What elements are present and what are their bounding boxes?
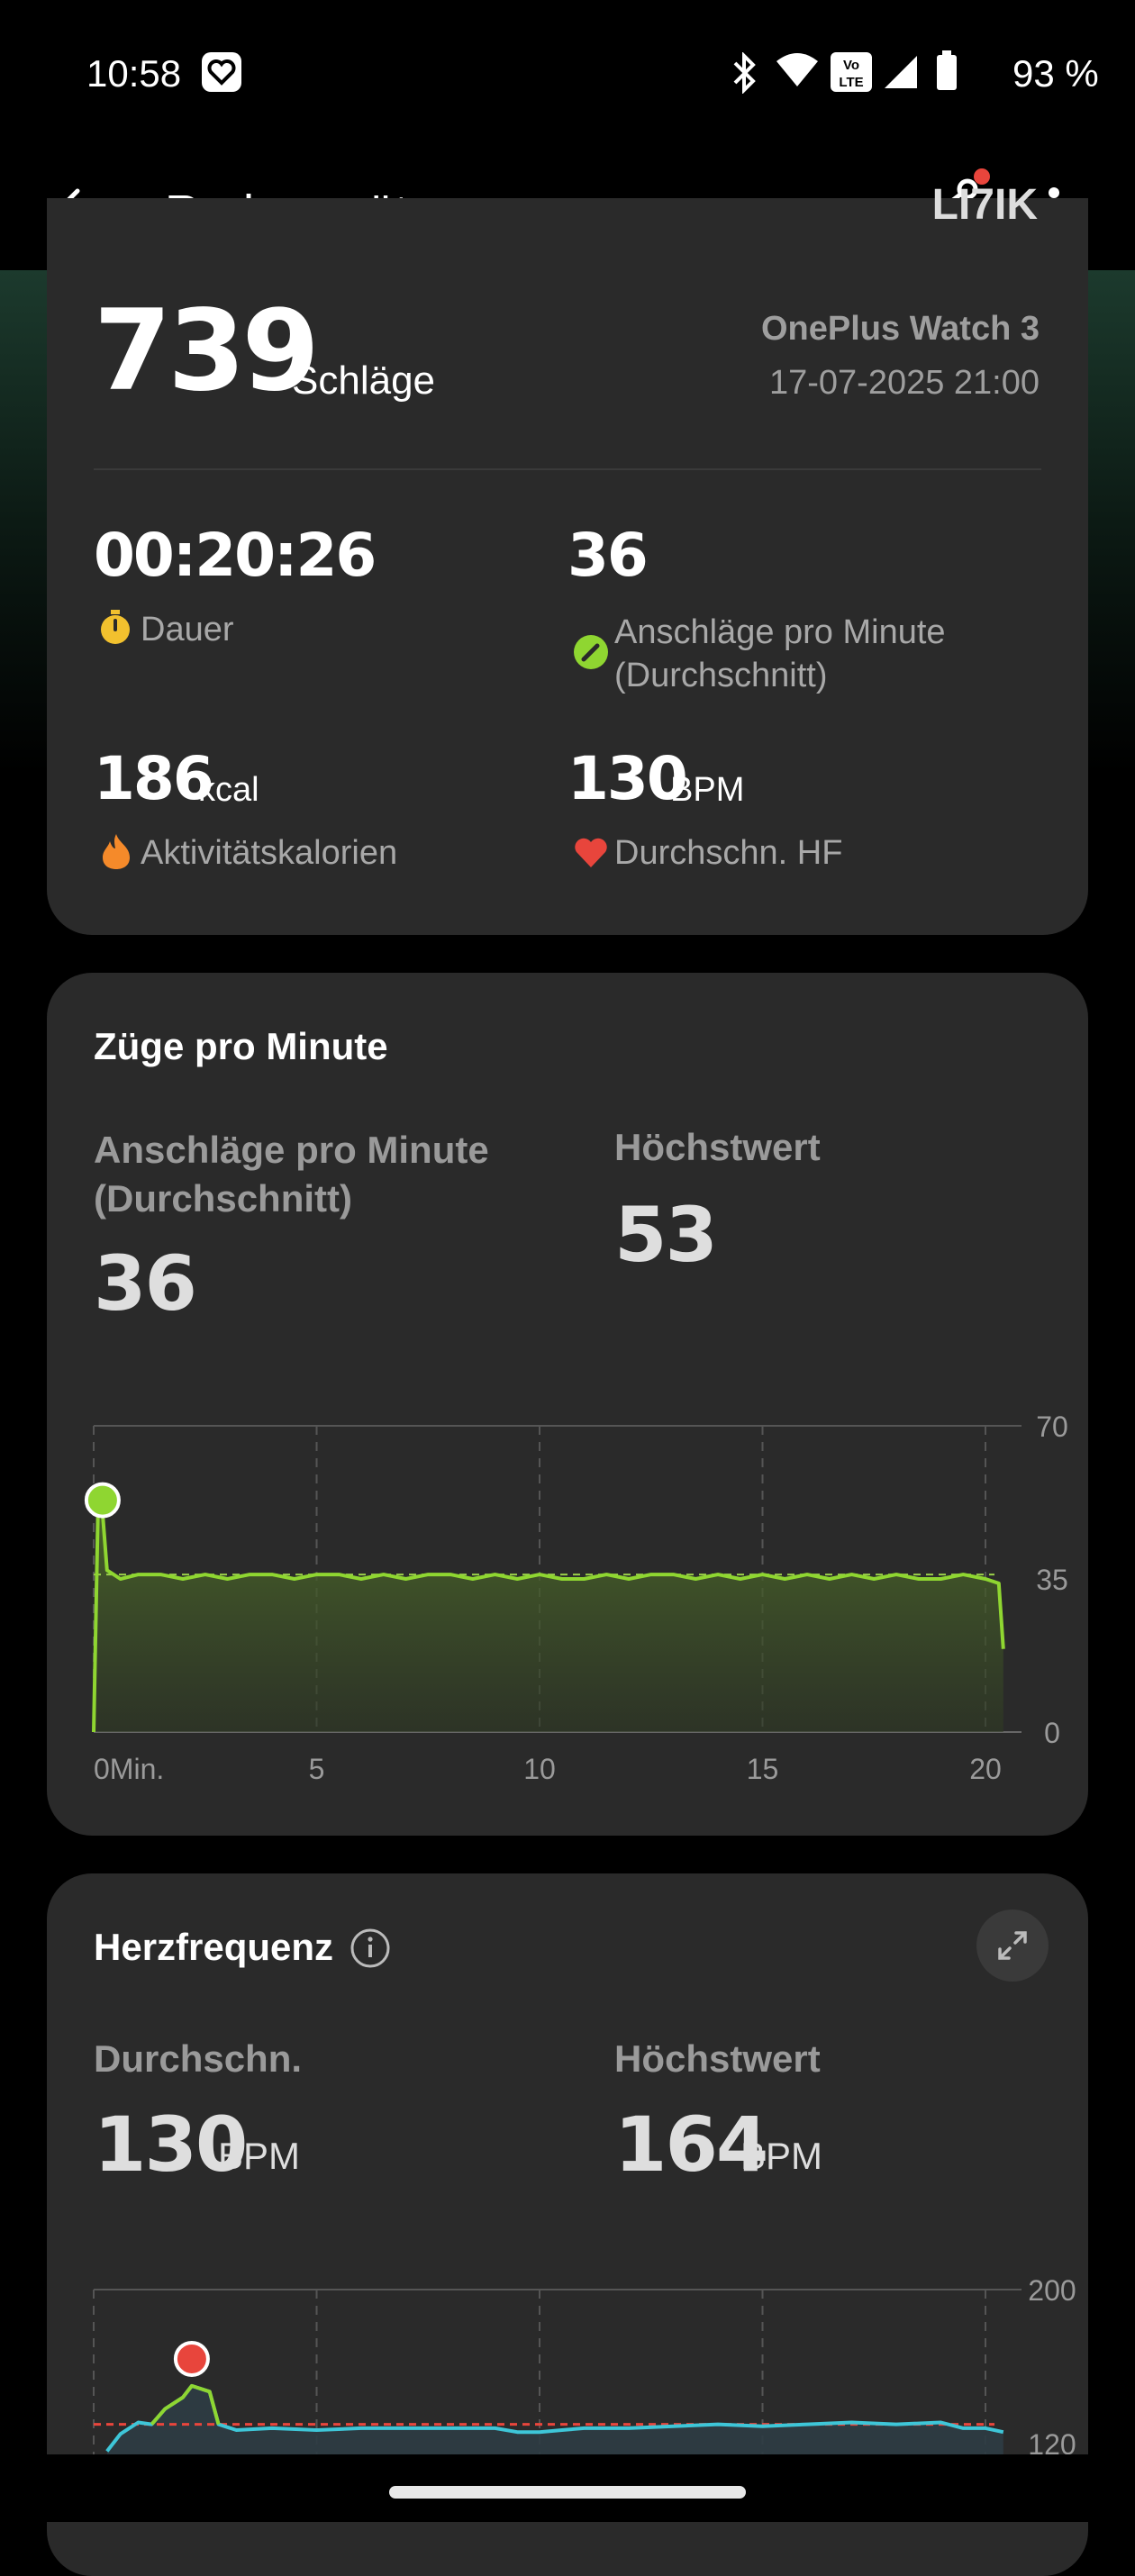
hr-max-value: 164 — [614, 2100, 768, 2189]
strokes-value: 739 — [94, 286, 320, 416]
hr-avg-value: 130 — [94, 2100, 248, 2189]
x-tick-label: 15 — [747, 1753, 779, 1785]
hr-max-label: Höchstwert — [614, 2037, 821, 2080]
hr-avg-label: Durchschn. — [94, 2037, 303, 2080]
avg-hr-value: 130 — [568, 744, 688, 813]
max-value-marker — [173, 2340, 210, 2377]
home-gesture-handle[interactable] — [389, 2486, 746, 2499]
x-tick-label: 5 — [309, 1753, 325, 1785]
hr-avg-unit: BPM — [218, 2135, 301, 2177]
flame-icon — [103, 834, 130, 869]
y-tick-label: 0 — [1044, 1717, 1060, 1749]
strokes-unit: Schläge — [292, 358, 436, 403]
x-tick-label: 0Min. — [94, 1753, 164, 1785]
hr-max-unit: BPM — [740, 2135, 823, 2177]
clipped-heading: LI7IK — [931, 181, 1038, 221]
svg-text:Vo: Vo — [843, 58, 859, 73]
wifi-icon — [776, 53, 818, 86]
workout-datetime: 17-07-2025 21:00 — [768, 364, 1040, 402]
notification-dot — [974, 168, 990, 185]
avg-spm-value: 36 — [568, 521, 649, 590]
hr-peak-segment — [150, 2383, 221, 2426]
spm-max-value: 53 — [614, 1191, 718, 1279]
x-tick-label: 20 — [969, 1753, 1002, 1785]
avg-hr-label: Durchschn. HF — [614, 834, 843, 872]
avg-spm-label: Anschläge pro Minute (Durchschnitt) — [614, 613, 946, 694]
calories-label: Aktivitätskalorien — [141, 834, 398, 872]
calories-value: 186 — [94, 744, 214, 813]
gauge-icon — [574, 635, 608, 669]
device-name: OnePlus Watch 3 — [761, 310, 1040, 348]
strokes-per-minute-card: Züge pro Minute Anschläge pro Minute (Du… — [47, 973, 1088, 1836]
duration-label: Dauer — [141, 611, 234, 649]
max-value-marker — [84, 1482, 121, 1519]
spm-area — [94, 1500, 1003, 1732]
avg-hr-unit: BPM — [670, 771, 745, 809]
divider — [94, 468, 1041, 470]
info-icon[interactable] — [350, 1927, 391, 1969]
spm-avg-value: 36 — [94, 1239, 197, 1328]
spm-chart: 0 35 70 0Min. 5 10 15 20 — [84, 1410, 1068, 1785]
signal-icon — [885, 56, 917, 88]
spm-avg-label: Anschläge pro Minute (Durchschnitt) — [94, 1129, 489, 1220]
spm-line — [92, 1498, 1005, 1733]
expand-icon[interactable] — [976, 1909, 1049, 1982]
summary-card: LI7IK 739 Schläge OnePlus Watch 3 17-07-… — [47, 181, 1088, 935]
battery-icon — [937, 50, 957, 90]
svg-text:LTE: LTE — [839, 75, 863, 90]
battery-percent: 93 % — [1012, 52, 1099, 95]
stopwatch-icon — [101, 610, 130, 644]
calories-unit: kcal — [198, 771, 259, 809]
x-tick-label: 10 — [523, 1753, 556, 1785]
bluetooth-icon — [733, 52, 756, 94]
heart-badge-icon — [202, 52, 241, 92]
heart-icon — [575, 838, 607, 867]
y-tick-label: 200 — [1028, 2274, 1076, 2307]
spm-max-label: Höchstwert — [614, 1126, 821, 1168]
status-time: 10:58 — [86, 52, 182, 95]
y-tick-label: 35 — [1036, 1564, 1068, 1596]
y-tick-label: 70 — [1036, 1410, 1068, 1443]
card-title: Herzfrequenz — [94, 1926, 334, 1968]
duration-value: 00:20:26 — [94, 521, 377, 590]
card-title: Züge pro Minute — [94, 1025, 388, 1067]
volte-icon: Vo LTE — [831, 52, 872, 92]
